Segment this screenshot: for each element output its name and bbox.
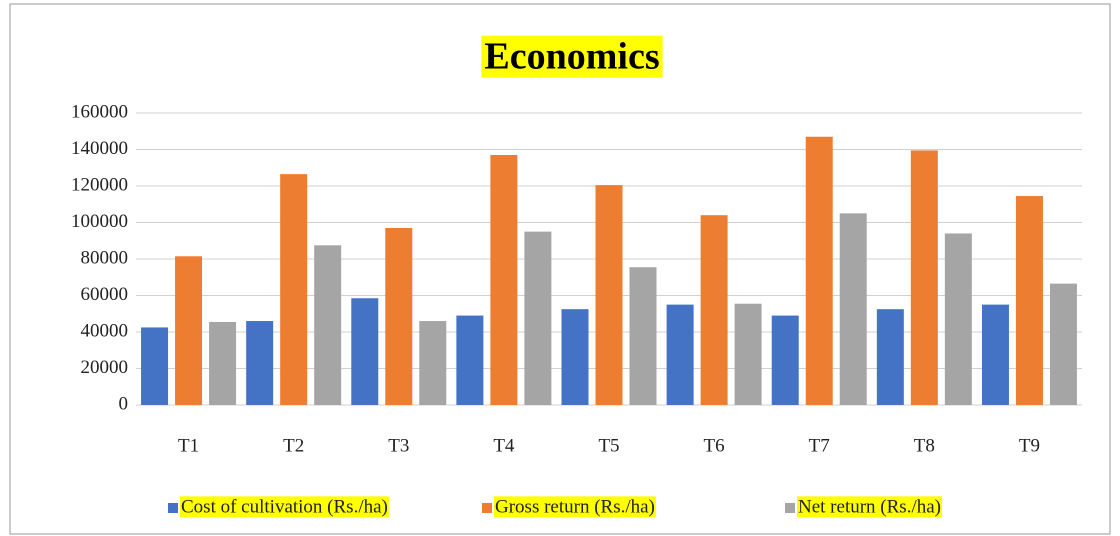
x-tick-label: T3 [388,435,409,456]
x-tick-label: T5 [598,435,619,456]
x-tick-label: T1 [178,435,199,456]
bar [839,213,867,405]
legend-highlight [180,496,389,518]
bar [876,309,904,405]
bar [1015,196,1043,405]
bar [280,174,308,405]
legend-swatch [482,503,492,513]
bar [734,303,762,405]
y-tick-label: 140000 [71,138,128,159]
bar [419,321,447,405]
bar [209,321,237,405]
legend-swatch [168,503,178,513]
bar [524,231,552,405]
x-tick-label: T8 [914,435,935,456]
bar [490,154,518,405]
y-tick-label: 80000 [81,247,129,268]
x-tick-label: T7 [809,435,830,456]
bar [314,245,342,405]
bar [141,327,169,405]
x-tick-label: T9 [1019,435,1040,456]
legend-label: Cost of cultivation (Rs./ha) [181,496,388,517]
title-highlight [481,35,663,78]
legend-highlight [797,496,942,518]
bar [771,315,799,405]
x-tick-label: T2 [283,435,304,456]
y-tick-label: 100000 [71,211,128,232]
bar [595,185,623,405]
y-tick-label: 160000 [71,101,128,122]
bar [629,267,657,405]
y-tick-label: 20000 [81,357,129,378]
bar [944,233,972,405]
y-tick-label: 0 [119,393,129,414]
legend-label: Gross return (Rs./ha) [495,496,655,517]
bar [666,304,694,405]
bar [1049,283,1077,405]
bar [456,315,484,405]
x-tick-label: T4 [493,435,515,456]
bar [351,298,379,405]
y-tick-label: 40000 [81,320,129,341]
bar [175,256,203,405]
y-tick-label: 60000 [81,284,129,305]
legend-label: Net return (Rs./ha) [798,496,941,517]
bar [805,136,833,405]
bar [910,150,938,405]
legend-highlight [494,496,656,518]
chart-title: Economics [484,36,659,78]
bar [561,309,589,405]
bar [246,321,274,405]
x-tick-label: T6 [704,435,725,456]
legend-swatch [785,503,795,513]
bar [981,304,1009,405]
bar [385,227,413,405]
bar [700,215,728,405]
y-tick-label: 120000 [71,174,128,195]
